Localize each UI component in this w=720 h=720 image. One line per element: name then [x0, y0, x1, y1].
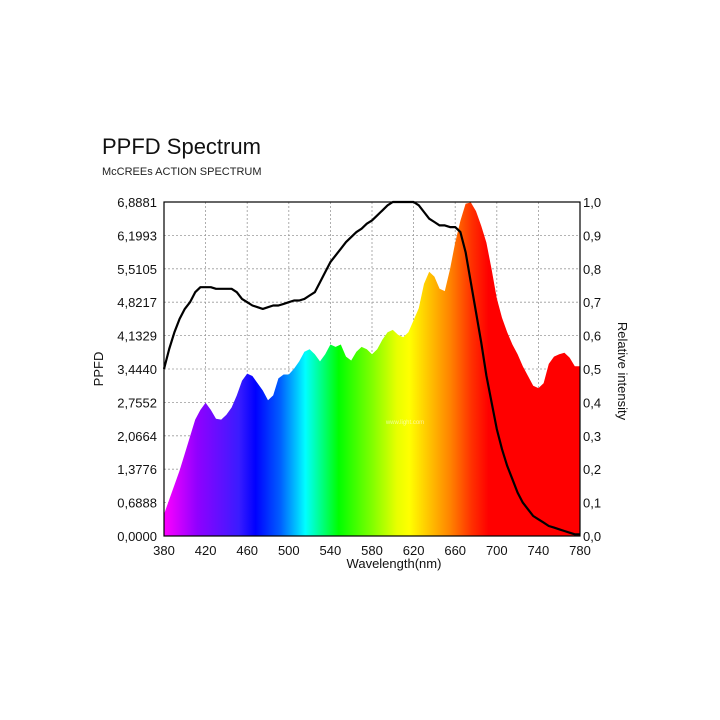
y2-tick-label: 0,4 [583, 395, 601, 410]
y2-tick-label: 1,0 [583, 195, 601, 210]
chart-subtitle: McCREEs ACTION SPECTRUM [102, 166, 262, 178]
x-tick-label: 380 [153, 543, 175, 558]
y2-tick-label: 0,9 [583, 228, 601, 243]
y2-tick-label: 0,2 [583, 462, 601, 477]
y-tick-label: 6,8881 [117, 195, 157, 210]
y-tick-label: 5,5105 [117, 262, 157, 277]
y-tick-label: 1,3776 [117, 462, 157, 477]
x-tick-label: 460 [236, 543, 258, 558]
y2-tick-label: 0,5 [583, 362, 601, 377]
x-tick-label: 620 [403, 543, 425, 558]
x-tick-label: 700 [486, 543, 508, 558]
y-tick-label: 6,1993 [117, 228, 157, 243]
y-axis-ticks: 0,0000 0,6888 1,3776 2,0664 2,7552 3,4440 4,13… [117, 195, 157, 544]
y-tick-label: 0,6888 [117, 496, 157, 511]
x-tick-label: 780 [569, 543, 591, 558]
y2-axis-ticks: 0,0 0,1 0,2 0,3 0,4 0,5 0,6 0,7 0,8 0,9 1,0 [583, 195, 601, 544]
y2-tick-label: 0,0 [583, 529, 601, 544]
plot-frame [163, 201, 581, 537]
x-tick-label: 420 [195, 543, 217, 558]
ppfd-spectrum-area [164, 202, 580, 536]
y-tick-label: 4,8217 [117, 295, 157, 310]
chart-title: PPFD Spectrum [102, 134, 261, 159]
y-tick-label: 4,1329 [117, 329, 157, 344]
y2-axis-label: Relative intensity [615, 322, 630, 421]
y2-tick-label: 0,1 [583, 496, 601, 511]
x-axis-label: Wavelength(nm) [347, 556, 442, 571]
x-tick-label: 580 [361, 543, 383, 558]
x-tick-label: 540 [320, 543, 342, 558]
watermark: www.light.com [385, 420, 424, 426]
y2-tick-label: 0,7 [583, 295, 601, 310]
y-tick-label: 2,7552 [117, 395, 157, 410]
x-tick-label: 740 [528, 543, 550, 558]
y2-tick-label: 0,8 [583, 262, 601, 277]
x-tick-label: 660 [444, 543, 466, 558]
y-tick-label: 3,4440 [117, 362, 157, 377]
x-axis-ticks: 380 420 460 500 540 580 620 660 700 740 780 [153, 543, 591, 558]
y-tick-label: 0,0000 [117, 529, 157, 544]
y2-tick-label: 0,6 [583, 329, 601, 344]
y2-tick-label: 0,3 [583, 429, 601, 444]
y-axis-label: PPFD [91, 352, 106, 387]
y-tick-label: 2,0664 [117, 429, 157, 444]
x-tick-label: 500 [278, 543, 300, 558]
mccree-action-spectrum-line [162, 200, 580, 536]
